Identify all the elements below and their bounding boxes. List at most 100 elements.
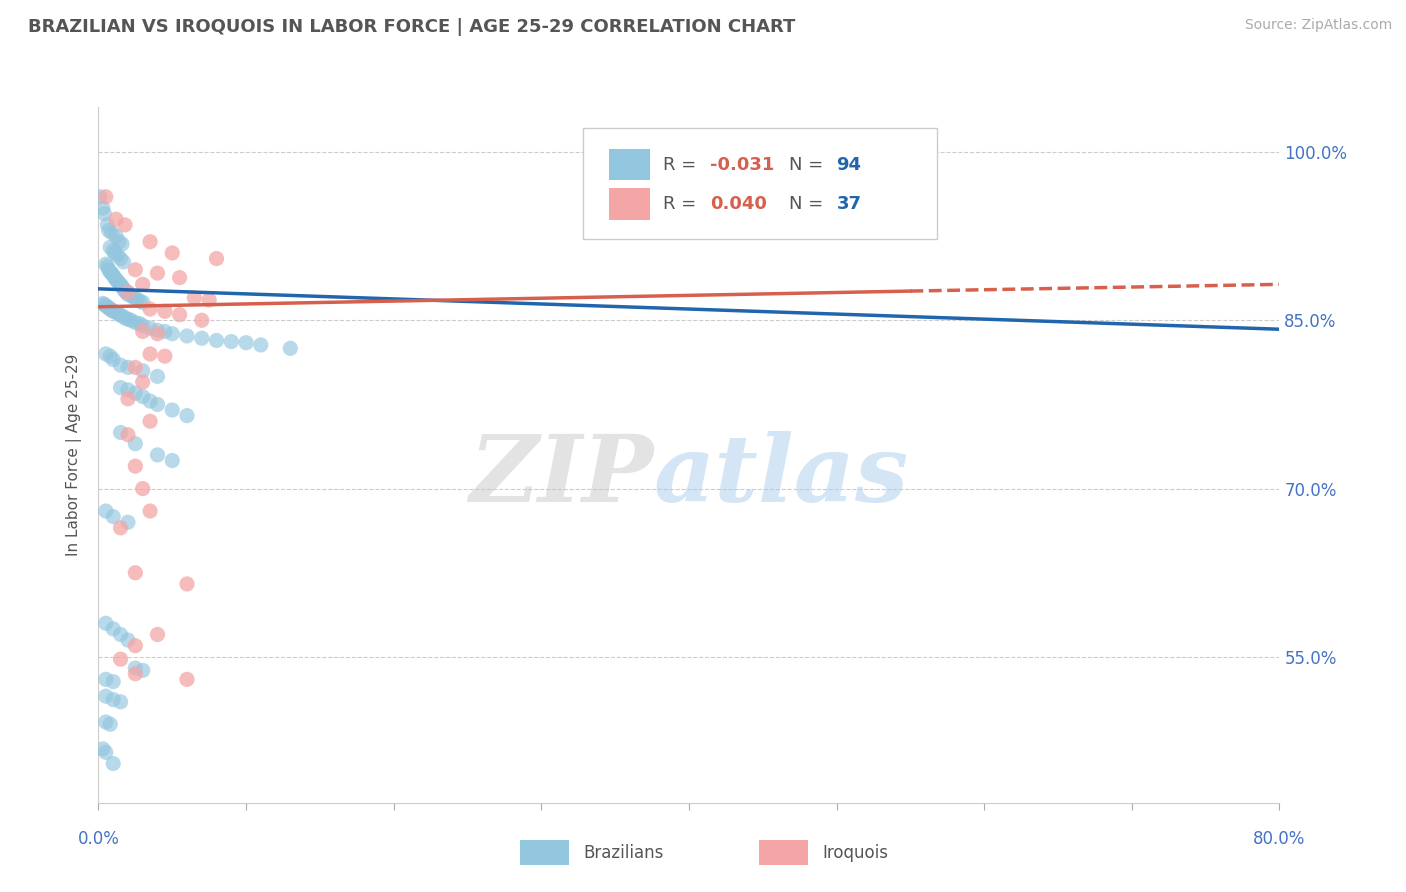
Point <box>111 309 134 323</box>
Point <box>124 639 146 653</box>
Point <box>94 616 117 631</box>
Point <box>153 325 176 339</box>
Point <box>139 321 162 335</box>
Point <box>114 311 136 326</box>
Text: Iroquois: Iroquois <box>823 844 889 862</box>
Point <box>94 190 117 204</box>
Point <box>111 279 134 293</box>
Point <box>124 666 146 681</box>
Point <box>205 334 228 348</box>
Point <box>124 436 146 450</box>
Point <box>139 414 162 428</box>
Point <box>146 369 169 384</box>
Point <box>117 312 139 326</box>
Point <box>104 270 127 285</box>
Point <box>128 317 150 331</box>
Point <box>91 296 114 310</box>
Point <box>89 190 111 204</box>
Point <box>132 664 155 678</box>
Point <box>176 409 198 423</box>
Y-axis label: In Labor Force | Age 25-29: In Labor Force | Age 25-29 <box>66 354 83 556</box>
Text: atlas: atlas <box>654 431 908 521</box>
Point <box>114 218 136 232</box>
Point <box>146 627 169 641</box>
Point <box>91 201 114 215</box>
Point <box>103 674 125 689</box>
Point <box>117 515 139 529</box>
Point <box>100 226 122 240</box>
Point <box>124 262 146 277</box>
Point <box>153 304 176 318</box>
Point <box>98 717 121 731</box>
Point <box>176 329 198 343</box>
Point <box>107 248 129 262</box>
Point <box>94 347 117 361</box>
Text: N =: N = <box>789 156 830 174</box>
Point <box>219 334 242 349</box>
Point <box>162 326 183 341</box>
Point <box>97 223 120 237</box>
Text: ZIP: ZIP <box>470 431 654 521</box>
Text: 80.0%: 80.0% <box>1253 830 1306 847</box>
Point <box>98 301 121 316</box>
Text: R =: R = <box>664 195 702 213</box>
Point <box>103 244 125 258</box>
Point <box>176 577 198 591</box>
Point <box>112 255 135 269</box>
Point <box>117 633 139 648</box>
Point <box>183 291 205 305</box>
Text: Source: ZipAtlas.com: Source: ZipAtlas.com <box>1244 18 1392 32</box>
Point <box>96 260 118 274</box>
Point <box>124 459 146 474</box>
Point <box>117 392 139 406</box>
Point <box>117 285 139 300</box>
Point <box>146 448 169 462</box>
Point <box>103 509 125 524</box>
Point <box>124 386 146 401</box>
Point <box>103 756 125 771</box>
Text: N =: N = <box>789 195 830 213</box>
Point <box>205 252 228 266</box>
Point <box>110 652 132 666</box>
Point <box>117 383 139 397</box>
Point <box>103 352 125 367</box>
Point <box>110 627 132 641</box>
Point <box>117 287 139 301</box>
Point <box>124 360 146 375</box>
Point <box>124 316 146 330</box>
Text: 37: 37 <box>837 195 862 213</box>
Point <box>110 425 132 440</box>
Point <box>115 285 138 300</box>
Point <box>103 622 125 636</box>
Point <box>105 273 128 287</box>
Point <box>110 381 132 395</box>
Point <box>176 673 198 687</box>
Point <box>100 266 122 280</box>
Point <box>94 299 117 313</box>
Point <box>132 295 155 310</box>
Point <box>132 325 155 339</box>
Point <box>132 482 155 496</box>
Point <box>111 236 134 251</box>
Point <box>146 397 169 411</box>
Point <box>94 504 117 518</box>
Point <box>132 375 155 389</box>
FancyBboxPatch shape <box>582 128 936 239</box>
Point <box>94 257 117 271</box>
Point <box>117 427 139 442</box>
Point <box>120 313 142 327</box>
Point <box>139 235 162 249</box>
Point <box>146 326 169 341</box>
Point <box>169 270 191 285</box>
Point <box>110 695 132 709</box>
Point <box>132 318 155 333</box>
Point <box>146 323 169 337</box>
Point <box>98 265 121 279</box>
Point <box>94 673 117 687</box>
Text: Brazilians: Brazilians <box>583 844 664 862</box>
Point <box>91 742 114 756</box>
Point <box>100 303 122 318</box>
Point <box>96 300 118 314</box>
Point <box>235 335 257 350</box>
FancyBboxPatch shape <box>609 149 650 180</box>
